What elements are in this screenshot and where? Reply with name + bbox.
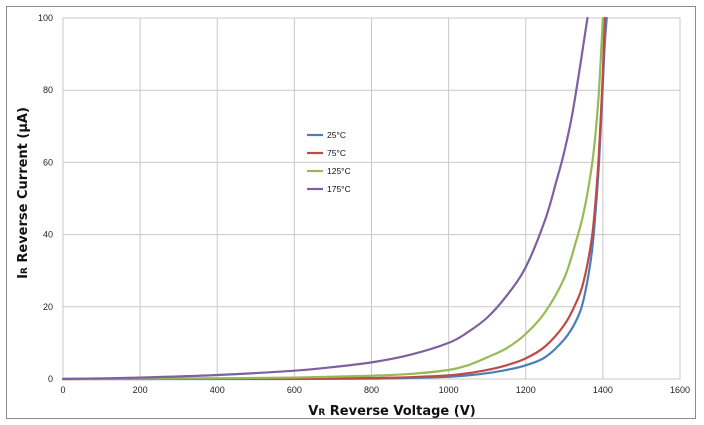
legend-label: 25°C (327, 130, 346, 140)
x-tick-label: 1600 (670, 385, 690, 395)
x-tick-label: 1000 (439, 385, 459, 395)
x-axis-title: VR Reverse Voltage (V) (308, 404, 475, 418)
chart-background (7, 7, 695, 418)
y-tick-label: 80 (43, 85, 53, 95)
y-tick-label: 40 (43, 230, 53, 240)
y-tick-label: 60 (43, 157, 53, 167)
tick-labels: 0 200 400 600 800 1000 1200 1400 1600 0 20 40 60 80 10… (38, 13, 690, 395)
y-tick-label: 100 (38, 13, 53, 23)
chart-frame: 0 200 400 600 800 1000 1200 1400 1600 0 20 40 60 80 10… (6, 6, 696, 419)
x-tick-label: 800 (364, 385, 379, 395)
y-tick-label: 20 (43, 302, 53, 312)
x-tick-label: 0 (60, 385, 65, 395)
y-tick-label: 0 (48, 374, 53, 384)
x-tick-label: 600 (287, 385, 302, 395)
x-tick-label: 200 (133, 385, 148, 395)
x-tick-label: 1200 (516, 385, 536, 395)
x-tick-label: 400 (210, 385, 225, 395)
series-lines (61, 16, 608, 381)
legend-label: 175°C (327, 184, 351, 194)
x-tick-label: 1400 (593, 385, 613, 395)
y-axis-title: IR Reverse Current (µA) (16, 107, 31, 279)
series-line-175c (61, 16, 589, 381)
reverse-current-chart: 0 200 400 600 800 1000 1200 1400 1600 0 20 40 60 80 10… (7, 7, 695, 418)
legend-label: 75°C (327, 148, 346, 158)
legend-label: 125°C (327, 166, 351, 176)
legend: 25°C 75°C 125°C 175°C (307, 130, 351, 194)
series-line-125c (61, 16, 604, 381)
